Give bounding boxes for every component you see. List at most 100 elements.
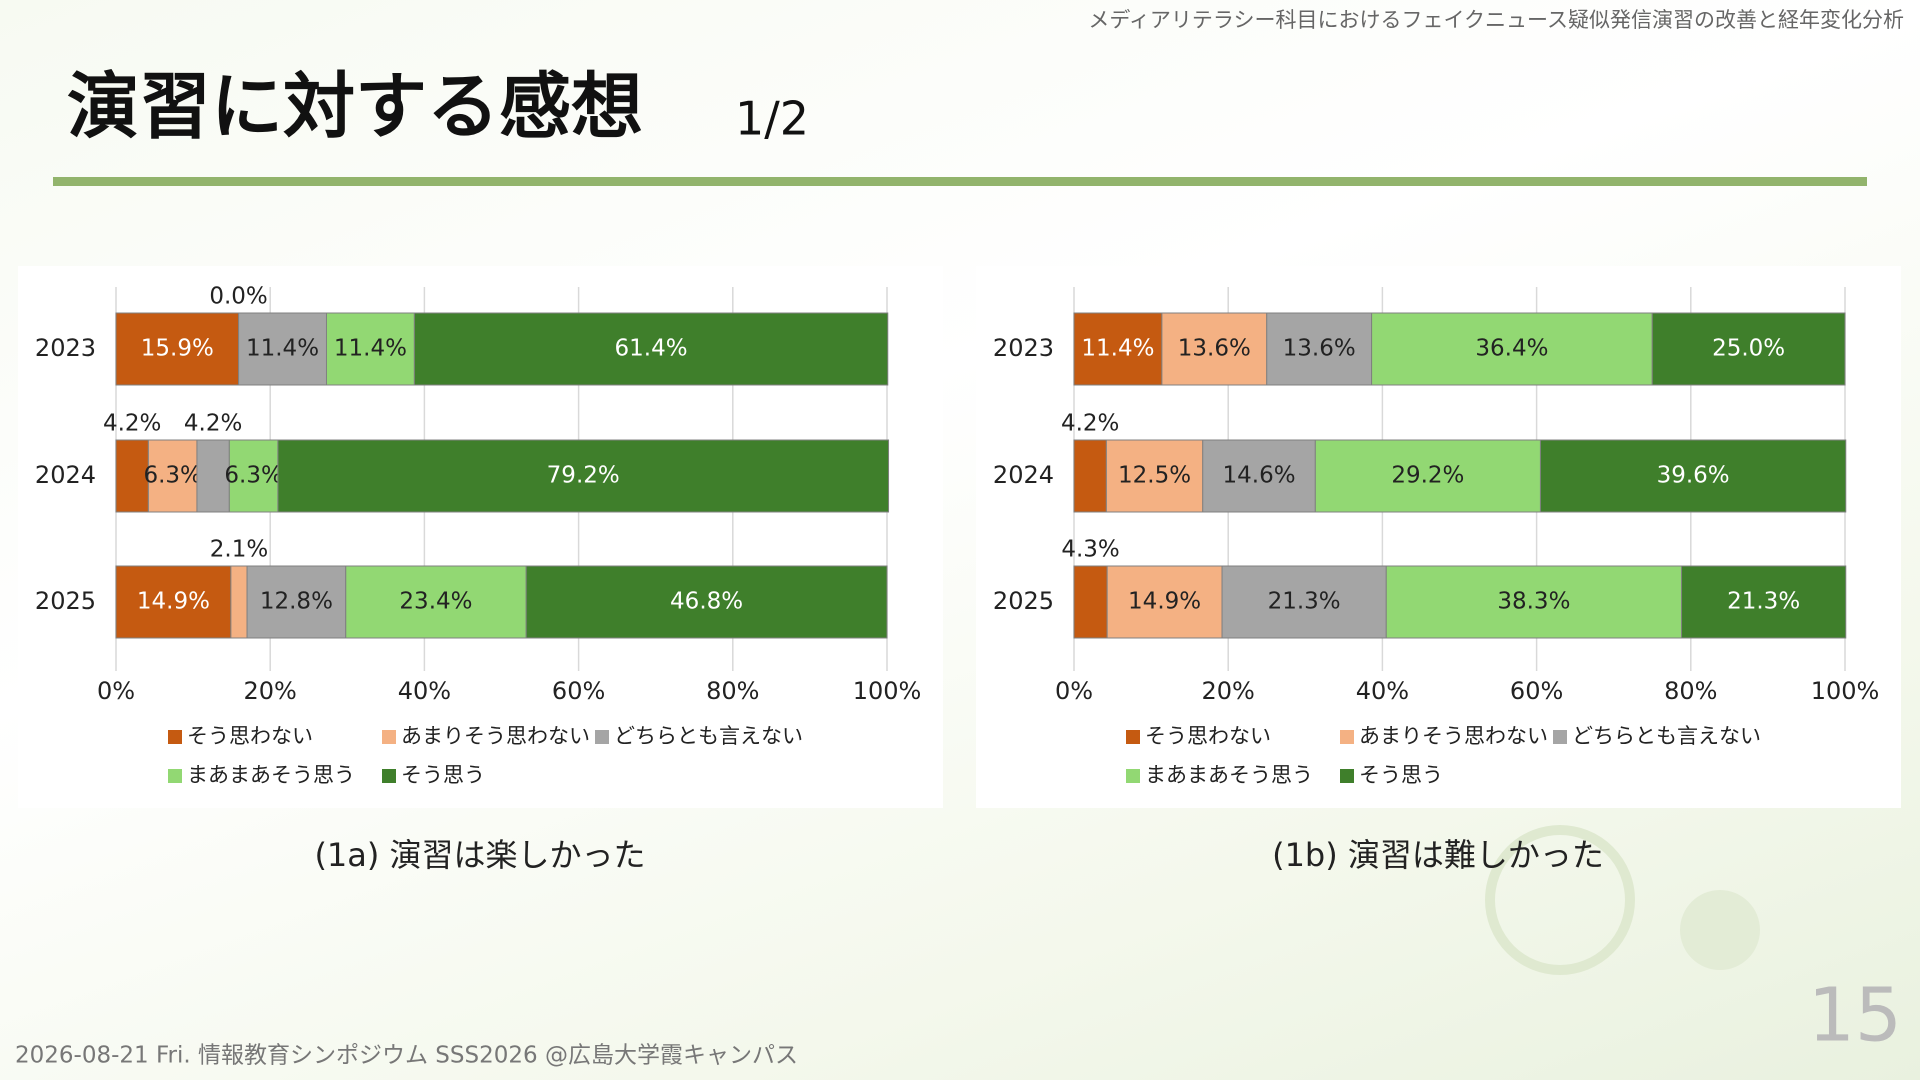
y-tick-label: 2024 [993,461,1054,489]
legend-label: そう思う [1359,763,1443,787]
bar-segment [325,312,415,386]
legend-swatch [168,769,182,783]
value-label: 36.4% [1475,336,1548,362]
value-label: 11.4% [334,336,407,362]
legend-label: そう思う [401,763,485,787]
value-label: 14.6% [1223,463,1296,489]
value-label: 46.8% [670,589,743,615]
bar-segment [1073,439,1107,513]
bar-segment [230,565,248,639]
value-label: 15.9% [141,336,214,362]
y-tick-label: 2023 [35,334,96,362]
legend-swatch [1126,730,1140,744]
bar-segment [1539,439,1847,513]
chart-caption: (1a) 演習は楽しかった [314,836,645,874]
x-tick-label: 20% [1202,677,1255,705]
value-label: 39.6% [1657,463,1730,489]
x-tick-label: 60% [1510,677,1563,705]
bar-segment [115,439,149,513]
y-tick-label: 2023 [993,334,1054,362]
value-label: 21.3% [1727,589,1800,615]
value-label: 2.1% [210,537,268,563]
legend-swatch [1340,730,1354,744]
legend-label: まあまあそう思う [1145,763,1313,787]
value-label: 11.4% [246,336,319,362]
running-title: メディアリテラシー科目におけるフェイクニュース疑似発信演習の改善と経年変化分析 [1088,8,1904,32]
value-label: 13.6% [1283,336,1356,362]
bar-segment [1385,565,1683,639]
x-tick-label: 40% [1356,677,1409,705]
value-label: 29.2% [1391,463,1464,489]
slide-title: 演習に対する感想 [67,65,643,149]
x-tick-label: 0% [97,677,135,705]
bar-segment [1105,439,1204,513]
value-label: 4.2% [1061,411,1119,437]
footer-event: 2026-08-21 Fri. 情報教育シンポジウム SSS2026 @広島大学… [15,1043,798,1069]
bar-segment [1681,565,1847,639]
x-tick-label: 80% [706,677,759,705]
value-label: 14.9% [137,589,210,615]
legend-swatch [1553,730,1567,744]
value-label: 21.3% [1268,589,1341,615]
legend-label: そう思わない [1145,724,1271,748]
y-tick-label: 2025 [35,587,96,615]
slide-part: 1/2 [735,92,809,146]
value-label: 25.0% [1712,336,1785,362]
chart-caption: (1b) 演習は難しかった [1272,836,1604,874]
bar-segment [1202,439,1316,513]
y-tick-label: 2025 [993,587,1054,615]
value-label: 0.0% [209,284,267,310]
value-label: 38.3% [1497,589,1570,615]
value-label: 4.2% [103,411,161,437]
value-label: 4.2% [184,411,242,437]
value-label: 4.3% [1061,537,1119,563]
bar-segment [345,565,527,639]
x-tick-label: 60% [552,677,605,705]
legend-swatch [1126,769,1140,783]
bar-segment [1266,312,1373,386]
legend-label: あまりそう思わない [1359,724,1548,748]
value-label: 79.2% [547,463,620,489]
legend-swatch [595,730,609,744]
decoration [1680,890,1760,970]
bar-segment [1073,565,1108,639]
value-label: 6.3% [224,463,282,489]
title-rule [53,177,1867,186]
decoration [1485,825,1635,975]
x-tick-label: 100% [1811,677,1880,705]
legend-label: あまりそう思わない [401,724,590,748]
x-tick-label: 0% [1055,677,1093,705]
value-label: 12.5% [1118,463,1191,489]
bar-segment [277,439,890,513]
bar-segment [246,565,347,639]
x-tick-label: 20% [244,677,297,705]
page-number: 15 [1808,973,1902,1059]
legend-swatch [1340,769,1354,783]
bar-segment [525,565,888,639]
value-label: 13.6% [1178,336,1251,362]
value-label: 23.4% [399,589,472,615]
value-label: 12.8% [260,589,333,615]
bar-segment [196,439,230,513]
bar-segment [147,439,198,513]
legend-swatch [168,730,182,744]
x-tick-label: 80% [1664,677,1717,705]
bar-segment [1371,312,1653,386]
bar-segment [228,439,279,513]
value-label: 11.4% [1081,336,1154,362]
x-tick-label: 100% [853,677,922,705]
value-label: 14.9% [1128,589,1201,615]
legend-swatch [382,730,396,744]
bar-segment [1106,565,1223,639]
bar-segment [1651,312,1846,386]
legend-swatch [382,769,396,783]
value-label: 61.4% [615,336,688,362]
bar-segment [413,312,889,386]
bar-segment [115,565,232,639]
bar-segment [1221,565,1387,639]
legend-label: どちらとも言えない [1572,724,1761,748]
bar-segment [1073,312,1163,386]
x-tick-label: 40% [398,677,451,705]
